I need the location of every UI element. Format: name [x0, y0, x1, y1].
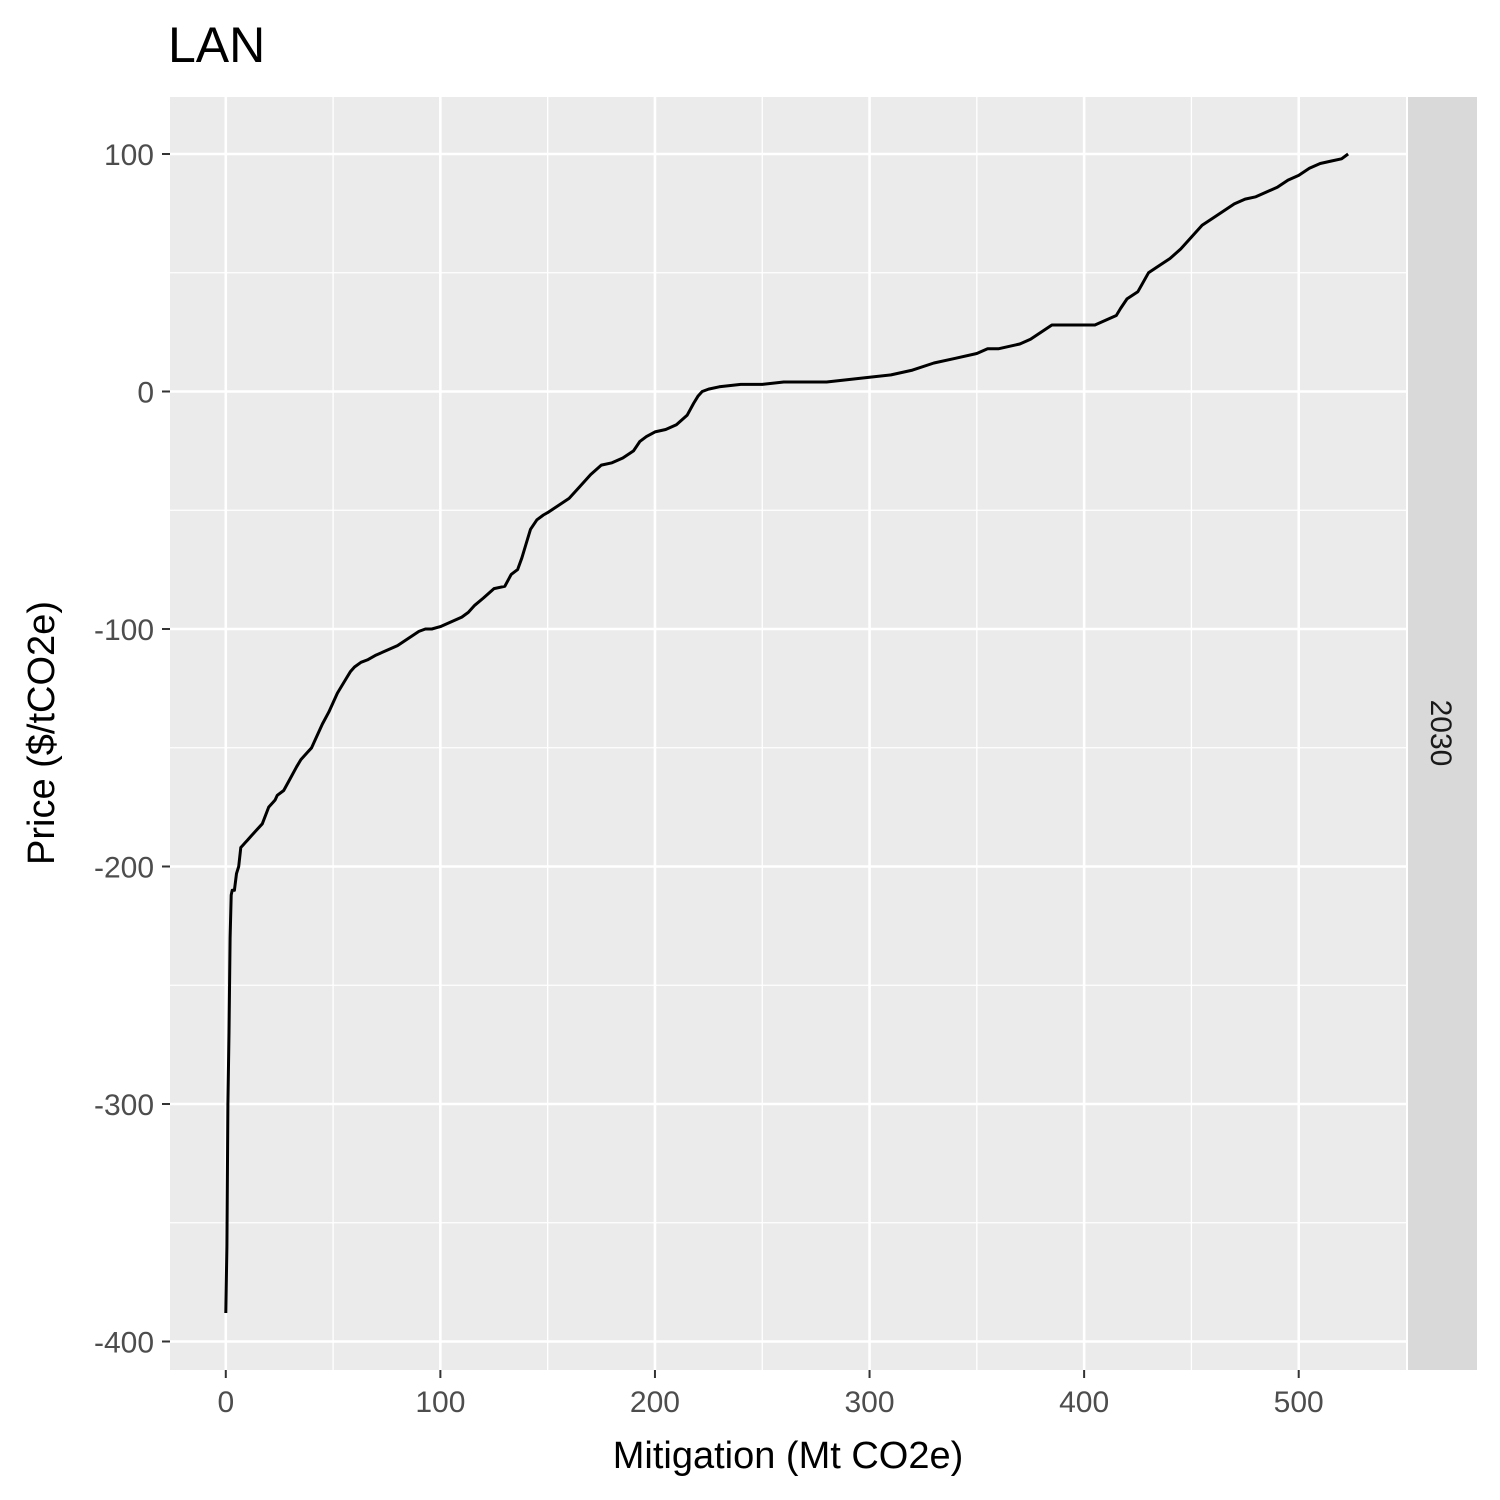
- x-axis: 0 100 200 300 400 500: [217, 1370, 1324, 1419]
- x-tick-label: 100: [415, 1386, 465, 1419]
- minor-gridlines: [170, 97, 1406, 1370]
- series-group: [224, 152, 1349, 1314]
- y-tick-label: 100: [104, 139, 154, 172]
- y-axis-title: Price ($/tCO2e): [21, 601, 63, 865]
- chart-title: LAN: [168, 17, 265, 73]
- y-tick-label: 0: [137, 377, 154, 410]
- series-line: [224, 152, 1349, 1314]
- y-tick-label: -300: [94, 1089, 154, 1122]
- x-tick-label: 400: [1059, 1386, 1109, 1419]
- x-tick-label: 300: [845, 1386, 895, 1419]
- x-tick-label: 200: [630, 1386, 680, 1419]
- x-tick-label: 0: [217, 1386, 234, 1419]
- major-gridlines: [170, 97, 1406, 1370]
- y-axis: -400 -300 -200 -100 0 100: [94, 139, 170, 1360]
- y-tick-label: -400: [94, 1327, 154, 1360]
- facet-strip-label: 2030: [1424, 700, 1457, 767]
- plot-panel: [170, 97, 1406, 1370]
- x-tick-label: 500: [1274, 1386, 1324, 1419]
- facet-strip: [1408, 97, 1477, 1370]
- y-tick-label: -100: [94, 614, 154, 647]
- x-axis-title: Mitigation (Mt CO2e): [613, 1435, 964, 1477]
- y-tick-label: -200: [94, 852, 154, 885]
